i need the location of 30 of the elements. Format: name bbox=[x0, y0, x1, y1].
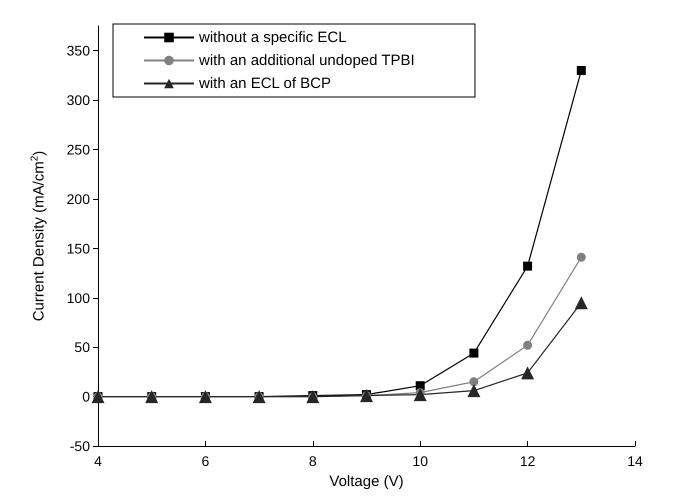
point bbox=[467, 384, 480, 398]
y-tick-label: 200 bbox=[66, 190, 90, 207]
point bbox=[469, 348, 478, 358]
x-tick-label: 14 bbox=[627, 453, 643, 469]
y-tick-label: 100 bbox=[66, 290, 90, 306]
legend-label: without a specific ECL bbox=[198, 29, 347, 46]
point bbox=[521, 366, 534, 380]
x-tick-label: 4 bbox=[94, 453, 102, 469]
point bbox=[523, 340, 532, 350]
x-tick-label: 12 bbox=[520, 453, 536, 469]
y-tick-label: 350 bbox=[66, 42, 90, 59]
y-tick-label: 0 bbox=[82, 388, 90, 405]
point bbox=[469, 377, 478, 386]
point bbox=[576, 252, 586, 262]
x-axis-title: Voltage (V) bbox=[329, 473, 404, 490]
y-tick-label: 250 bbox=[66, 142, 90, 158]
point bbox=[576, 66, 586, 75]
legend-label: with an additional undoped TPBI bbox=[198, 52, 415, 69]
x-tick-label: 10 bbox=[412, 453, 428, 469]
y-tick-label: 150 bbox=[66, 240, 90, 256]
y-tick-label: -50 bbox=[70, 438, 90, 454]
y-axis-title: Current Density (mA/cm2) bbox=[30, 150, 48, 322]
y-tick-label: 50 bbox=[74, 339, 90, 356]
y-tick-label: 300 bbox=[66, 92, 90, 108]
point bbox=[523, 262, 532, 271]
x-tick-label: 8 bbox=[308, 453, 317, 469]
legend-label: with an ECL of BCP bbox=[198, 75, 332, 92]
point bbox=[414, 388, 427, 402]
point bbox=[574, 296, 588, 310]
x-tick-label: 6 bbox=[202, 453, 210, 469]
